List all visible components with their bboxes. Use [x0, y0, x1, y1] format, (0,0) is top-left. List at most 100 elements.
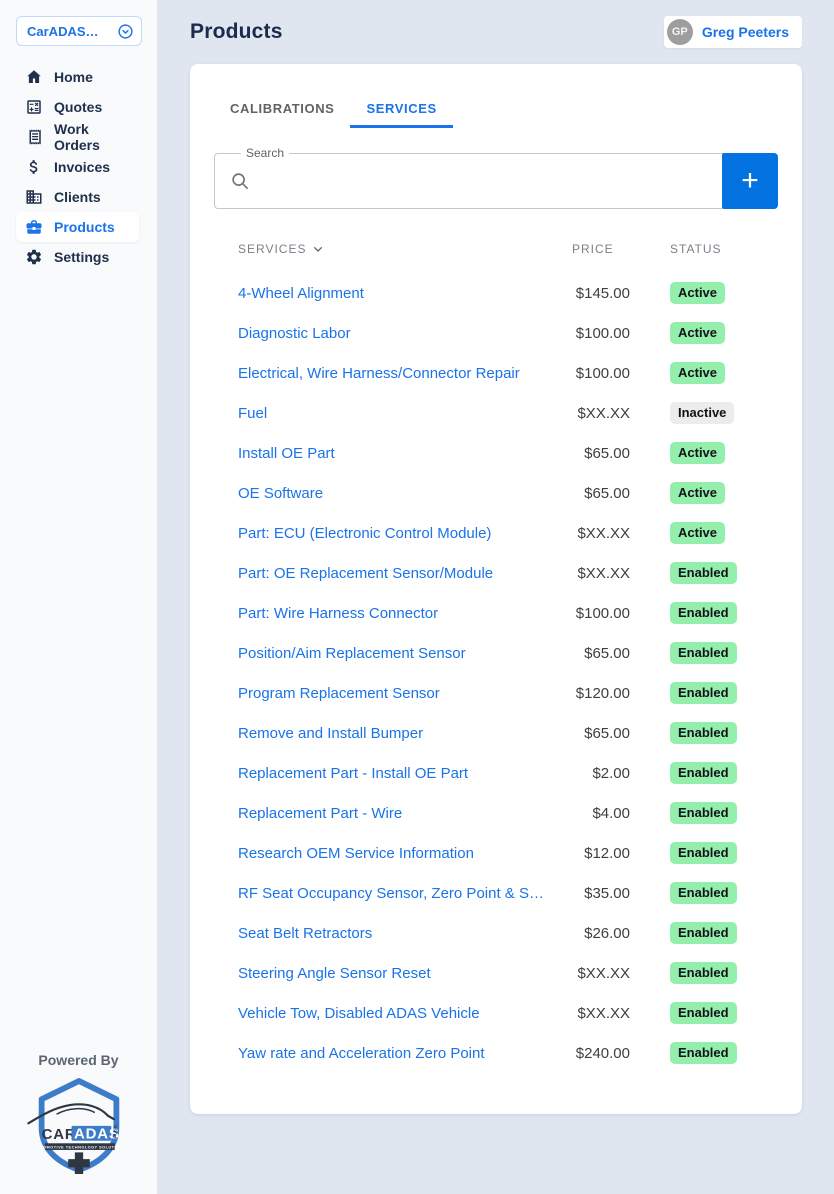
- sidebar-item-label: Settings: [54, 249, 110, 265]
- service-link[interactable]: Fuel: [238, 404, 268, 422]
- service-price: $65.00: [584, 484, 630, 502]
- table-row: Vehicle Tow, Disabled ADAS Vehicle $XX.X…: [238, 993, 754, 1033]
- service-price: $100.00: [575, 364, 630, 382]
- service-price: $XX.XX: [577, 1004, 630, 1022]
- table-header: SERVICES PRICE STATUS: [238, 241, 754, 257]
- service-link[interactable]: Install OE Part: [238, 444, 335, 462]
- table-row: Install OE Part $65.00 Active: [238, 433, 754, 473]
- service-price: $100.00: [575, 604, 630, 622]
- service-price: $145.00: [575, 284, 630, 302]
- org-selector-label: CarADAS…: [27, 23, 99, 39]
- user-menu[interactable]: GP Greg Peeters: [663, 16, 802, 48]
- user-name: Greg Peeters: [701, 24, 789, 40]
- service-link[interactable]: Program Replacement Sensor: [238, 684, 440, 702]
- service-link[interactable]: Replacement Part - Install OE Part: [238, 764, 469, 782]
- add-service-button[interactable]: +: [722, 153, 778, 209]
- sidebar-item-home[interactable]: Home: [16, 62, 139, 92]
- sidebar-item-work-orders[interactable]: Work Orders: [16, 121, 139, 153]
- org-selector[interactable]: CarADAS…: [16, 16, 142, 46]
- status-badge: Active: [670, 442, 726, 464]
- service-link[interactable]: Replacement Part - Wire: [238, 804, 403, 822]
- invoices-icon: [25, 158, 43, 176]
- status-badge: Enabled: [670, 762, 737, 784]
- work-orders-icon: [25, 128, 43, 146]
- status-badge: Active: [670, 522, 726, 544]
- service-link[interactable]: Vehicle Tow, Disabled ADAS Vehicle: [238, 1004, 480, 1022]
- status-badge: Enabled: [670, 802, 737, 824]
- service-price: $XX.XX: [577, 964, 630, 982]
- service-link[interactable]: RF Seat Occupancy Sensor, Zero Point & S…: [238, 884, 544, 902]
- sidebar-nav: Home Quotes Work Orders Invoices Clients…: [16, 62, 139, 272]
- service-price: $4.00: [592, 804, 630, 822]
- sidebar-item-invoices[interactable]: Invoices: [16, 152, 139, 182]
- service-price: $65.00: [584, 724, 630, 742]
- quotes-icon: [25, 98, 43, 116]
- products-icon: [25, 218, 43, 236]
- service-link[interactable]: Remove and Install Bumper: [238, 724, 424, 742]
- service-link[interactable]: Yaw rate and Acceleration Zero Point: [238, 1044, 485, 1062]
- status-badge: Enabled: [670, 922, 737, 944]
- status-badge: Enabled: [670, 722, 737, 744]
- sidebar-item-label: Clients: [54, 189, 101, 205]
- service-link[interactable]: Part: OE Replacement Sensor/Module: [238, 564, 494, 582]
- service-link[interactable]: Position/Aim Replacement Sensor: [238, 644, 466, 662]
- powered-by-label: Powered By: [38, 1052, 119, 1069]
- column-header-services[interactable]: SERVICES: [238, 241, 572, 257]
- table-row: Replacement Part - Wire $4.00 Enabled: [238, 793, 754, 833]
- status-badge: Active: [670, 282, 726, 304]
- service-link[interactable]: 4-Wheel Alignment: [238, 284, 364, 302]
- service-price: $65.00: [584, 644, 630, 662]
- tab-services[interactable]: SERVICES: [350, 88, 454, 128]
- service-link[interactable]: Electrical, Wire Harness/Connector Repai…: [238, 364, 520, 382]
- search-input[interactable]: [251, 154, 722, 208]
- sidebar-item-settings[interactable]: Settings: [16, 242, 139, 272]
- powered-by-section: Powered By CAR ADAS PLUS AUTOMOTIVE TECH…: [0, 1052, 157, 1176]
- sidebar-item-clients[interactable]: Clients: [16, 182, 139, 212]
- service-price: $26.00: [584, 924, 630, 942]
- sidebar-item-quotes[interactable]: Quotes: [16, 92, 139, 122]
- sidebar-item-label: Products: [54, 219, 115, 235]
- chevron-down-circle-icon: [117, 23, 134, 40]
- status-badge: Enabled: [670, 962, 737, 984]
- table-row: Fuel $XX.XX Inactive: [238, 393, 754, 433]
- status-badge: Enabled: [670, 1002, 737, 1024]
- service-price: $XX.XX: [577, 404, 630, 422]
- column-header-status: STATUS: [670, 242, 722, 256]
- search-field-label: Search: [241, 146, 290, 160]
- service-price: $100.00: [575, 324, 630, 342]
- tab-calibrations[interactable]: CALIBRATIONS: [214, 88, 350, 128]
- service-link[interactable]: Seat Belt Retractors: [238, 924, 373, 942]
- service-link[interactable]: Part: ECU (Electronic Control Module): [238, 524, 492, 542]
- status-badge: Enabled: [670, 562, 737, 584]
- status-badge: Enabled: [670, 602, 737, 624]
- avatar: GP: [666, 19, 693, 45]
- table-row: Diagnostic Labor $100.00 Active: [238, 313, 754, 353]
- main-area: Products GP Greg Peeters CALIBRATIONS SE…: [158, 0, 834, 1194]
- table-row: Seat Belt Retractors $26.00 Enabled: [238, 913, 754, 953]
- sidebar: CarADAS… Home Quotes Work Orders Invoice…: [0, 0, 158, 1194]
- status-badge: Active: [670, 362, 726, 384]
- search-icon: [229, 170, 251, 192]
- service-link[interactable]: OE Software: [238, 484, 324, 502]
- service-price: $2.00: [592, 764, 630, 782]
- search-field[interactable]: Search: [214, 146, 722, 209]
- table-row: Position/Aim Replacement Sensor $65.00 E…: [238, 633, 754, 673]
- service-link[interactable]: Diagnostic Labor: [238, 324, 351, 342]
- service-link[interactable]: Research OEM Service Information: [238, 844, 474, 862]
- table-row: Yaw rate and Acceleration Zero Point $24…: [238, 1033, 754, 1073]
- sidebar-item-products[interactable]: Products: [16, 212, 139, 242]
- status-badge: Enabled: [670, 682, 737, 704]
- table-row: Program Replacement Sensor $120.00 Enabl…: [238, 673, 754, 713]
- chevron-down-icon: [310, 241, 326, 257]
- table-body: 4-Wheel Alignment $145.00 Active Diagnos…: [238, 273, 754, 1073]
- status-badge: Enabled: [670, 1042, 737, 1064]
- service-price: $65.00: [584, 444, 630, 462]
- table-row: Remove and Install Bumper $65.00 Enabled: [238, 713, 754, 753]
- table-row: 4-Wheel Alignment $145.00 Active: [238, 273, 754, 313]
- sidebar-item-label: Quotes: [54, 99, 103, 115]
- service-link[interactable]: Part: Wire Harness Connector: [238, 604, 439, 622]
- service-price: $12.00: [584, 844, 630, 862]
- logo-brand-car: CAR: [41, 1126, 76, 1143]
- top-bar: Products GP Greg Peeters: [158, 0, 834, 64]
- service-link[interactable]: Steering Angle Sensor Reset: [238, 964, 431, 982]
